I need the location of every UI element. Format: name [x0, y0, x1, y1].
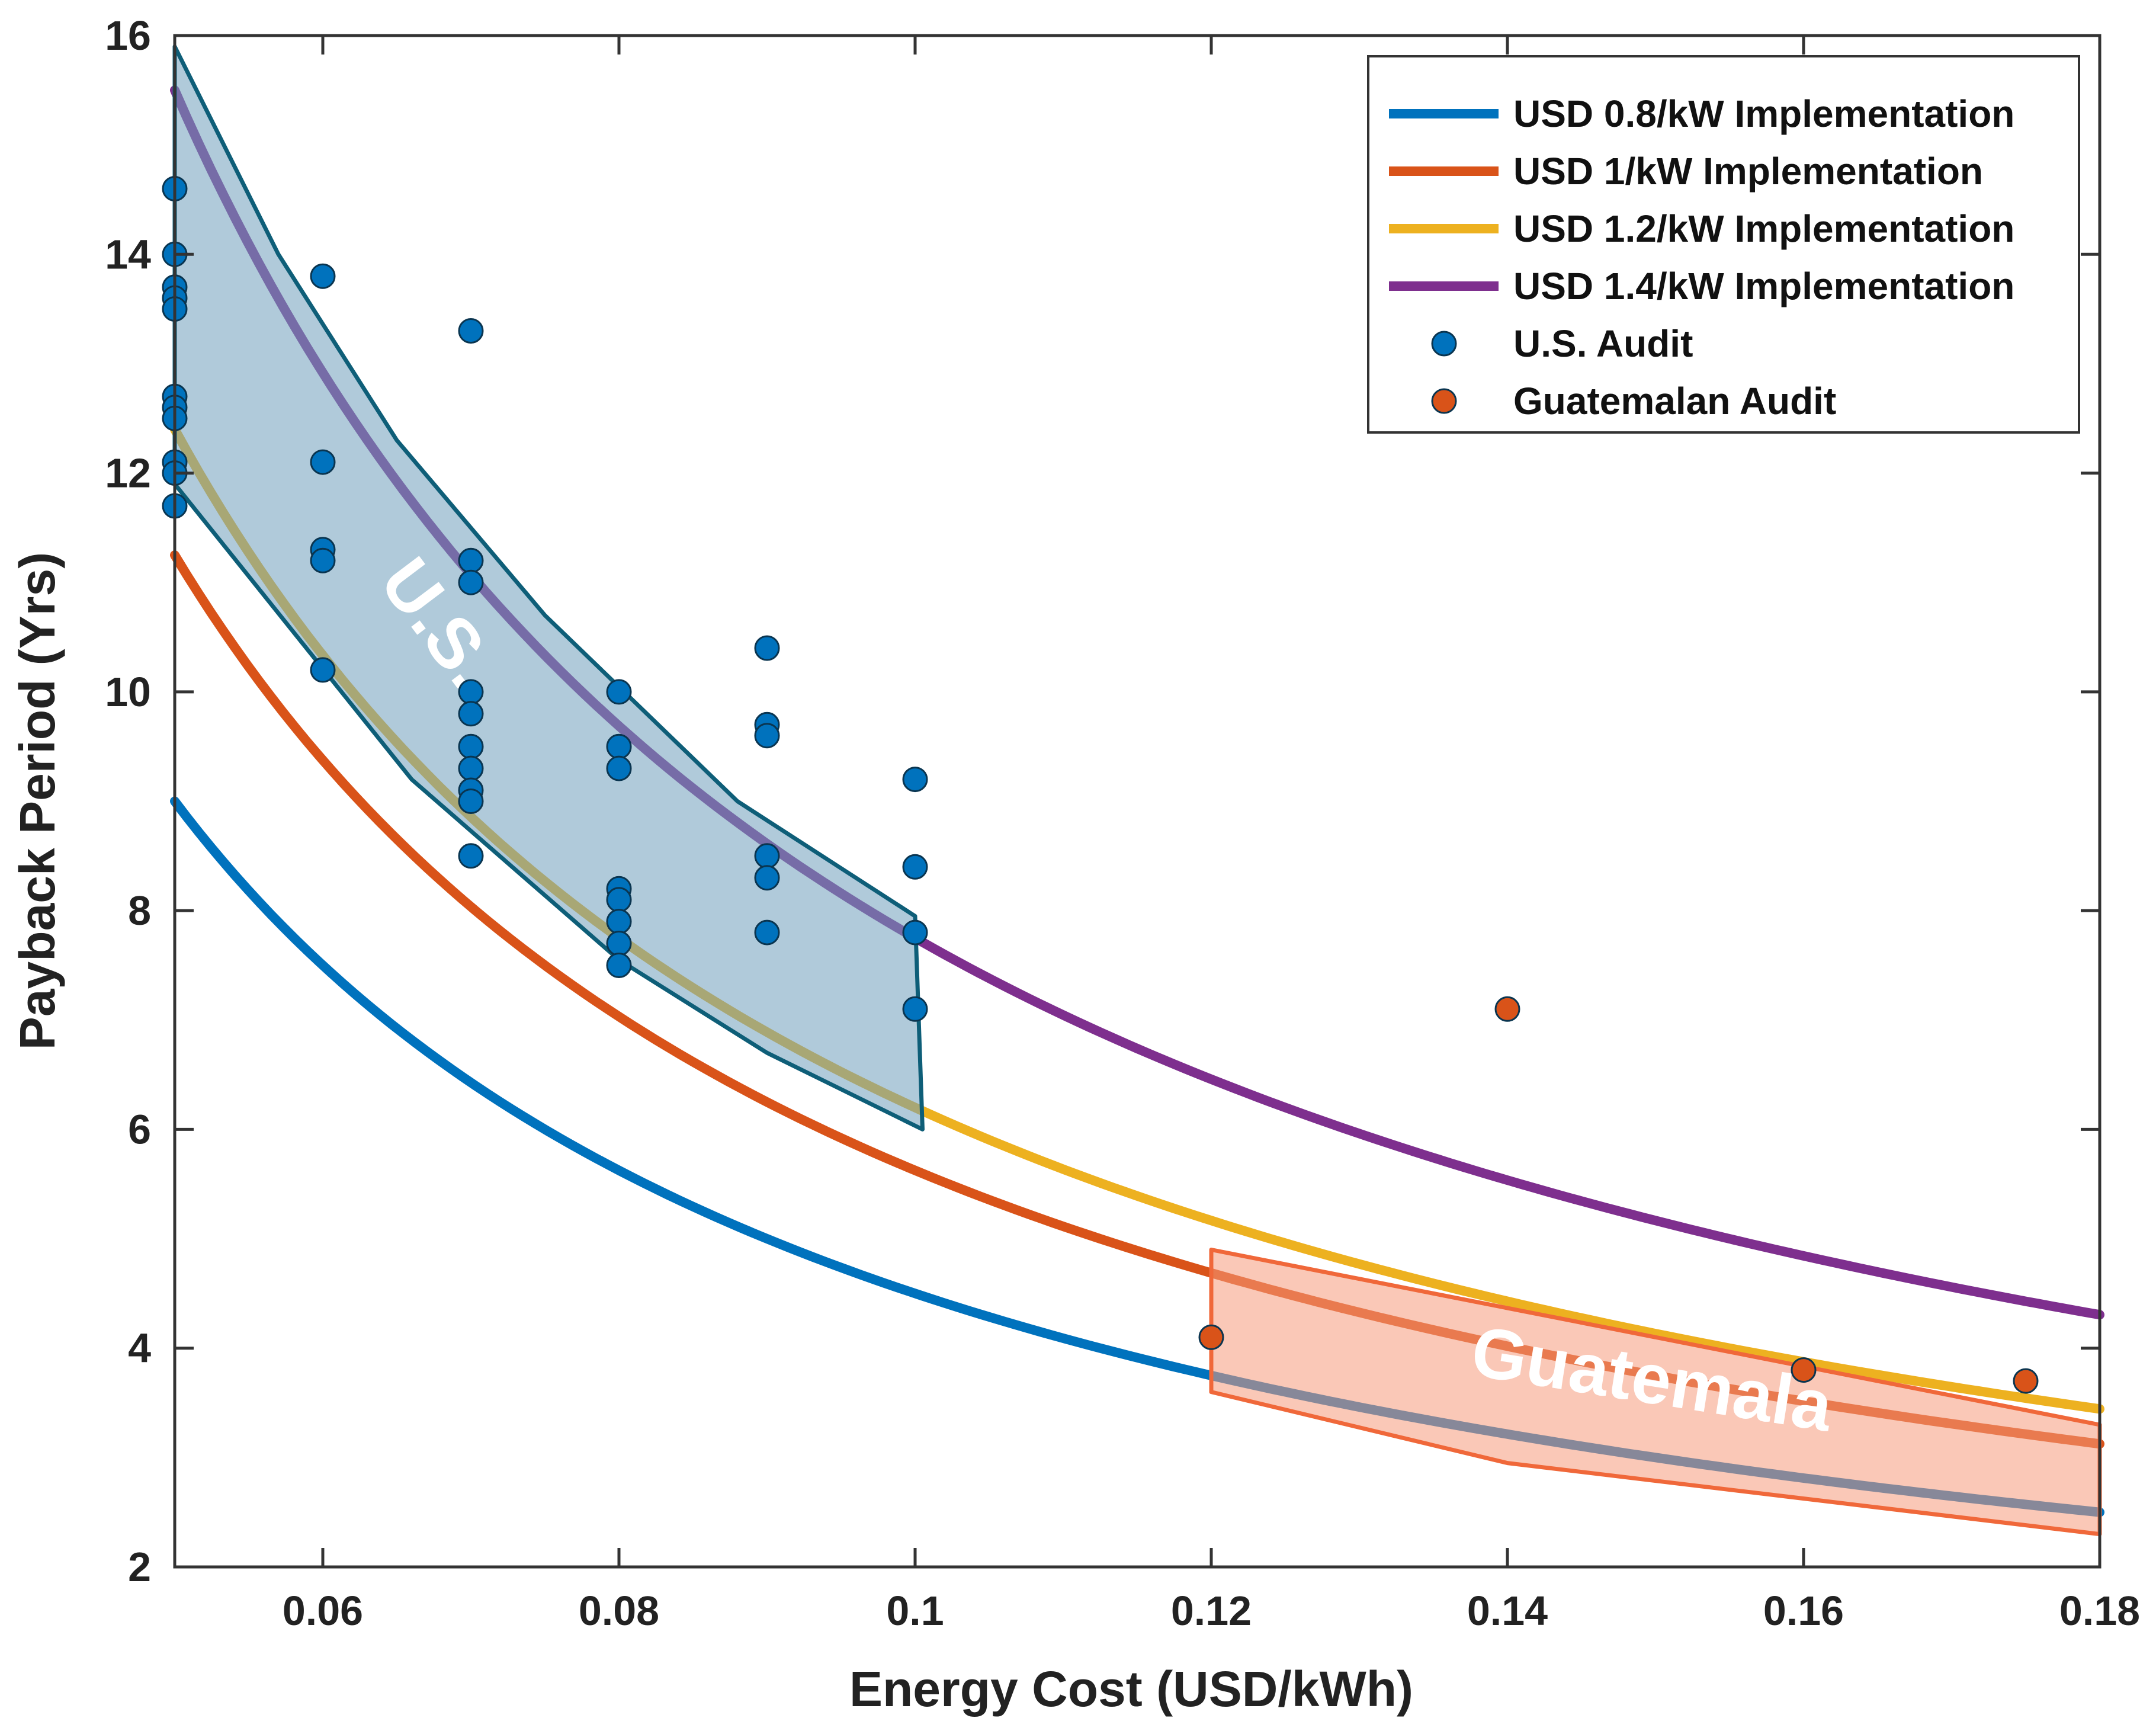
- us-audit-point: [754, 635, 780, 661]
- x-tick-label: 0.12: [1171, 1588, 1252, 1634]
- us-audit-point: [606, 953, 632, 978]
- y-tick-label: 4: [128, 1325, 151, 1371]
- legend-label: USD 1.4/kW Implementation: [1513, 265, 2014, 307]
- plot-frame: [173, 34, 2102, 1569]
- legend-label: USD 1/kW Implementation: [1513, 150, 1983, 193]
- us-audit-point: [310, 263, 336, 289]
- region-us: [172, 44, 925, 1132]
- us-audit-point: [458, 733, 484, 759]
- y-tick-label: 6: [128, 1106, 151, 1152]
- x-tick-label: 0.14: [1467, 1588, 1548, 1634]
- us-audit-point: [902, 996, 928, 1022]
- region-guatemala: [1209, 1248, 2102, 1537]
- legend-label: U.S. Audit: [1513, 322, 1693, 365]
- legend-label: Guatemalan Audit: [1513, 380, 1836, 422]
- us-audit-point: [902, 854, 928, 880]
- us-audit-point: [310, 657, 336, 683]
- us-audit-point: [902, 767, 928, 793]
- x-tick-label: 0.18: [2059, 1588, 2140, 1634]
- us-audit-point: [458, 318, 484, 344]
- us-audit-point: [310, 547, 336, 573]
- legend-label: USD 1.2/kW Implementation: [1513, 207, 2014, 250]
- x-tick-label: 0.08: [579, 1588, 659, 1634]
- us-audit-point: [606, 931, 632, 956]
- guatemalan-audit-point: [2013, 1368, 2039, 1394]
- us-audit-point: [458, 843, 484, 869]
- guatemalan-audit-point: [1494, 996, 1520, 1022]
- x-axis-label: Energy Cost (USD/kWh): [849, 1661, 1413, 1717]
- us-audit-point: [458, 569, 484, 595]
- legend-label: USD 0.8/kW Implementation: [1513, 92, 2014, 135]
- y-tick-label: 14: [105, 231, 151, 277]
- x-tick-label: 0.06: [283, 1588, 363, 1634]
- us-audit-point: [902, 919, 928, 945]
- us-audit-point: [754, 723, 780, 749]
- legend-swatch-marker: [1431, 331, 1457, 357]
- y-tick-label: 12: [105, 450, 151, 496]
- x-tick-label: 0.16: [1763, 1588, 1844, 1634]
- legend-swatch-marker: [1431, 388, 1457, 414]
- us-audit-point: [754, 843, 780, 869]
- y-tick-label: 16: [105, 12, 151, 59]
- us-audit-point: [458, 547, 484, 573]
- us-audit-point: [310, 449, 336, 475]
- legend: USD 0.8/kW Implementation USD 1/kW Implem…: [1367, 55, 2080, 434]
- us-audit-point: [458, 789, 484, 814]
- us-audit-point: [754, 919, 780, 945]
- us-audit-point: [606, 679, 632, 705]
- y-tick-label: 10: [105, 669, 151, 715]
- us-audit-point: [606, 733, 632, 759]
- us-audit-point: [606, 887, 632, 913]
- y-axis-label: Payback Period (Yrs): [9, 552, 65, 1050]
- guatemalan-audit-point: [1791, 1357, 1817, 1383]
- us-audit-point: [606, 755, 632, 781]
- us-audit-point: [606, 909, 632, 935]
- us-audit-point: [754, 865, 780, 891]
- y-tick-label: 2: [128, 1544, 151, 1590]
- legend-box: [1367, 55, 2080, 434]
- us-audit-point: [458, 679, 484, 705]
- us-audit-point: [458, 755, 484, 781]
- y-tick-label: 8: [128, 887, 151, 934]
- guatemalan-audit-point: [1198, 1324, 1224, 1350]
- us-audit-point: [458, 701, 484, 727]
- x-tick-label: 0.1: [886, 1588, 944, 1634]
